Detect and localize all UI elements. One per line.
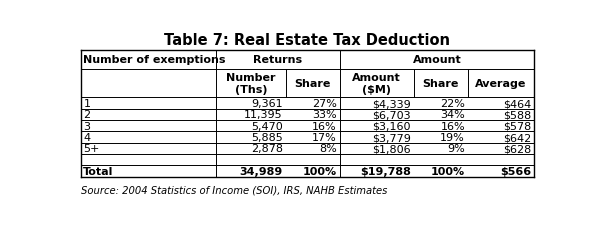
Text: $628: $628	[503, 144, 532, 154]
Text: Returns: Returns	[253, 55, 302, 65]
Text: $4,339: $4,339	[373, 99, 411, 109]
Text: $3,160: $3,160	[373, 121, 411, 131]
Text: Number of exemptions: Number of exemptions	[83, 55, 226, 65]
Text: 11,395: 11,395	[244, 110, 283, 120]
Text: Amount
($M): Amount ($M)	[352, 73, 401, 94]
Text: $566: $566	[500, 166, 532, 176]
Text: Share: Share	[422, 79, 459, 89]
Text: Number
(Ths): Number (Ths)	[226, 73, 276, 94]
Text: 9%: 9%	[447, 144, 465, 154]
Text: 33%: 33%	[312, 110, 337, 120]
Text: 8%: 8%	[319, 144, 337, 154]
Text: 3: 3	[83, 121, 91, 131]
Text: Total: Total	[83, 166, 114, 176]
Text: 5+: 5+	[83, 144, 100, 154]
Text: $642: $642	[503, 133, 532, 142]
Text: 34,989: 34,989	[239, 166, 283, 176]
Text: Average: Average	[475, 79, 527, 89]
Text: 9,361: 9,361	[251, 99, 283, 109]
Text: $464: $464	[503, 99, 532, 109]
Text: 16%: 16%	[440, 121, 465, 131]
Text: 2,878: 2,878	[251, 144, 283, 154]
Text: 34%: 34%	[440, 110, 465, 120]
Text: Table 7: Real Estate Tax Deduction: Table 7: Real Estate Tax Deduction	[164, 33, 451, 48]
Text: 19%: 19%	[440, 133, 465, 142]
Text: Amount: Amount	[413, 55, 461, 65]
Text: 4: 4	[83, 133, 91, 142]
Text: 100%: 100%	[302, 166, 337, 176]
Text: 16%: 16%	[312, 121, 337, 131]
Text: 27%: 27%	[312, 99, 337, 109]
Text: 5,470: 5,470	[251, 121, 283, 131]
Text: Share: Share	[295, 79, 331, 89]
Text: 100%: 100%	[431, 166, 465, 176]
Text: 22%: 22%	[440, 99, 465, 109]
Text: $6,703: $6,703	[373, 110, 411, 120]
Text: 5,885: 5,885	[251, 133, 283, 142]
Text: $1,806: $1,806	[373, 144, 411, 154]
Text: $19,788: $19,788	[360, 166, 411, 176]
Text: $578: $578	[503, 121, 532, 131]
Text: $3,779: $3,779	[372, 133, 411, 142]
Text: 1: 1	[83, 99, 91, 109]
Text: 17%: 17%	[312, 133, 337, 142]
Text: $588: $588	[503, 110, 532, 120]
Text: Source: 2004 Statistics of Income (SOI), IRS, NAHB Estimates: Source: 2004 Statistics of Income (SOI),…	[80, 185, 387, 195]
Text: 2: 2	[83, 110, 91, 120]
